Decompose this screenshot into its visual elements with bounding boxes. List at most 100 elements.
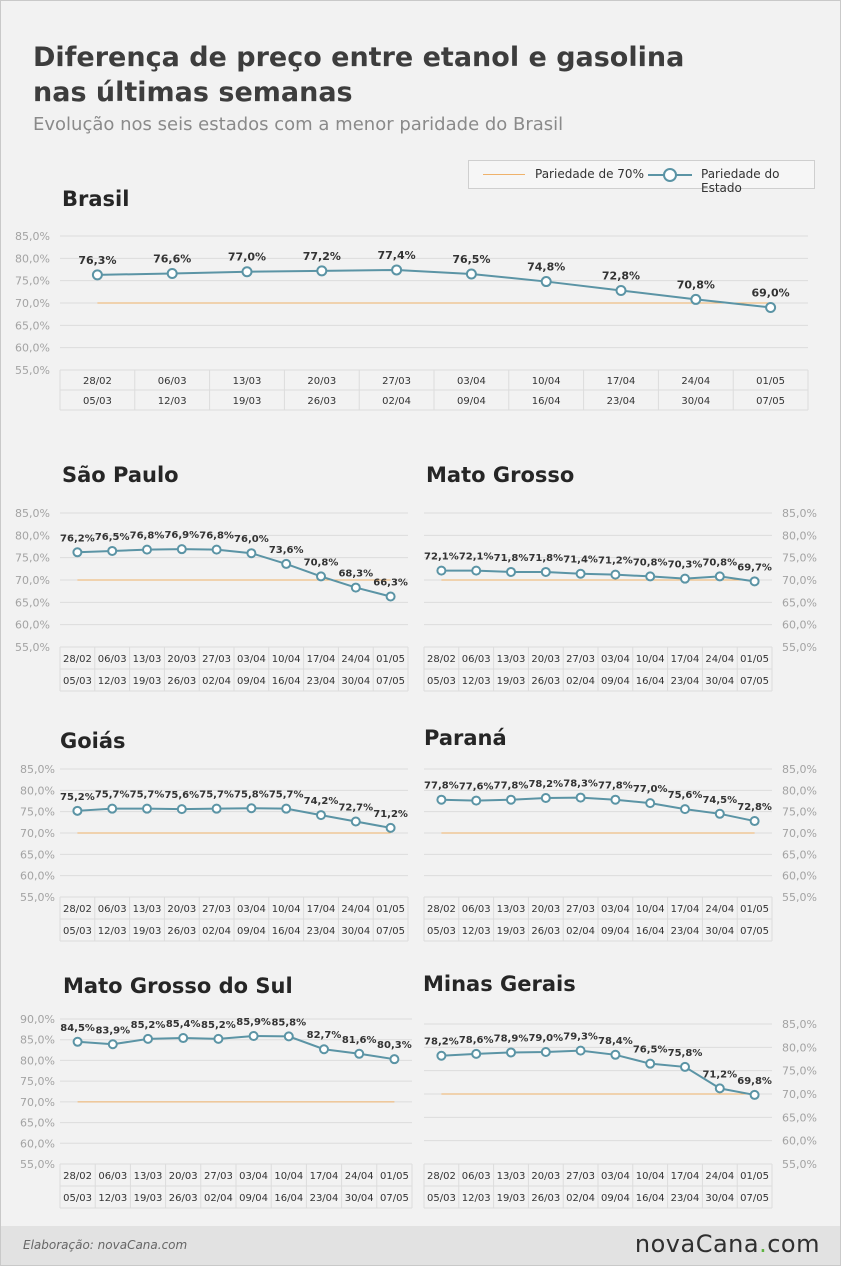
sao-paulo-xtick-start: 17/04 (307, 654, 336, 665)
parana-xtick-end: 05/03 (427, 926, 456, 937)
brasil-xtick-start: 06/03 (158, 376, 187, 387)
goias-xtick-end: 12/03 (98, 926, 127, 937)
sao-paulo-xtick-start: 27/03 (202, 654, 231, 665)
goias-xtick-end: 05/03 (63, 926, 92, 937)
sao-paulo-xtick-end: 26/03 (167, 676, 196, 687)
brasil-data-point (690, 293, 702, 305)
legend: Pariedade de 70% Pariedade do Estado (468, 160, 815, 195)
goias-data-point (281, 803, 292, 814)
parana-ytick-label: 55,0% (782, 891, 817, 904)
parana-data-point (645, 798, 656, 809)
mato-grosso-do-sul-data-point (213, 1033, 224, 1044)
mato-grosso-data-label: 72,1% (424, 552, 459, 563)
minas-gerais-ytick-label: 75,0% (782, 1065, 817, 1078)
parana-xtick-end: 16/04 (636, 926, 665, 937)
goias-ytick-label: 85,0% (20, 763, 55, 776)
sao-paulo-data-label: 73,6% (269, 545, 304, 556)
mato-grosso-do-sul-data-point (178, 1033, 189, 1044)
parana-xtick-end: 12/03 (462, 926, 491, 937)
minas-gerais-xtick-end: 23/04 (671, 1193, 700, 1204)
minas-gerais-data-point (749, 1089, 760, 1100)
sao-paulo-data-point (246, 548, 257, 559)
mato-grosso-data-point (436, 565, 447, 576)
state-marker-swatch (663, 168, 677, 182)
logo-main: novaCana (634, 1230, 760, 1258)
parana-xtick-end: 19/03 (497, 926, 526, 937)
minas-gerais-xtick-start: 24/04 (705, 1171, 734, 1182)
brasil-ytick-label: 60,0% (15, 342, 50, 355)
mato-grosso-do-sul-xtick-start: 17/04 (310, 1171, 339, 1182)
mato-grosso-xtick-end: 02/04 (566, 676, 595, 687)
minas-gerais-data-point (471, 1048, 482, 1059)
brasil-xtick-start: 20/03 (307, 376, 336, 387)
sao-paulo-data-label: 76,8% (199, 531, 234, 542)
minas-gerais-xtick-end: 02/04 (566, 1193, 595, 1204)
minas-gerais-xtick-start: 20/03 (531, 1171, 560, 1182)
mato-grosso-do-sul-ytick-label: 80,0% (20, 1054, 55, 1067)
parana-data-label: 77,6% (459, 782, 494, 793)
goias-ytick-label: 80,0% (20, 784, 55, 797)
minas-gerais-ytick-label: 80,0% (782, 1041, 817, 1054)
minas-gerais-xtick-end: 16/04 (636, 1193, 665, 1204)
brasil-ytick-label: 75,0% (15, 275, 50, 288)
mato-grosso-do-sul-xtick-end: 23/04 (310, 1193, 339, 1204)
mato-grosso-do-sul-ytick-label: 55,0% (20, 1158, 55, 1171)
minas-gerais-data-label: 79,3% (563, 1032, 598, 1043)
goias-xtick-start: 03/04 (237, 904, 266, 915)
brasil-xtick-end: 07/05 (756, 396, 785, 407)
chart-title-sao-paulo: São Paulo (62, 463, 179, 487)
sao-paulo-ytick-label: 85,0% (15, 507, 50, 520)
brasil-xtick-start: 13/03 (233, 376, 262, 387)
brasil-data-point (391, 264, 403, 276)
mato-grosso-data-label: 71,8% (528, 553, 563, 564)
mato-grosso-xtick-start: 10/04 (636, 654, 665, 665)
mato-grosso-xtick-end: 30/04 (705, 676, 734, 687)
minas-gerais-xtick-start: 27/03 (566, 1171, 595, 1182)
minas-gerais-xtick-start: 10/04 (636, 1171, 665, 1182)
minas-gerais-ytick-label: 60,0% (782, 1135, 817, 1148)
parana-xtick-start: 27/03 (566, 904, 595, 915)
minas-gerais-xtick-start: 03/04 (601, 1171, 630, 1182)
brasil-xtick-end: 12/03 (158, 396, 187, 407)
mato-grosso-ytick-label: 60,0% (782, 619, 817, 632)
mato-grosso-do-sul-xtick-end: 09/04 (239, 1193, 268, 1204)
sao-paulo-data-point (385, 591, 396, 602)
goias-data-label: 75,8% (234, 789, 269, 800)
goias-ytick-label: 75,0% (20, 806, 55, 819)
parana-ytick-label: 85,0% (782, 763, 817, 776)
mato-grosso-data-label: 71,8% (494, 553, 529, 564)
sao-paulo-xtick-start: 20/03 (167, 654, 196, 665)
brasil-ytick-label: 70,0% (15, 297, 50, 310)
minas-gerais-data-label: 78,2% (424, 1037, 459, 1048)
parana-xtick-start: 24/04 (705, 904, 734, 915)
brasil-data-point (765, 301, 777, 313)
goias-data-label: 75,6% (164, 790, 199, 801)
mato-grosso-do-sul-xtick-end: 07/05 (380, 1193, 409, 1204)
sao-paulo-data-label: 70,8% (304, 557, 339, 568)
goias-data-label: 75,7% (199, 790, 234, 801)
sao-paulo-xtick-start: 28/02 (63, 654, 92, 665)
sao-paulo-xtick-start: 24/04 (341, 654, 370, 665)
brasil-xtick-start: 24/04 (681, 376, 710, 387)
mato-grosso-do-sul-data-label: 81,6% (342, 1035, 377, 1046)
mato-grosso-do-sul-xtick-start: 24/04 (345, 1171, 374, 1182)
brasil-xtick-start: 01/05 (756, 376, 785, 387)
brasil-data-label: 77,0% (228, 251, 266, 264)
parana-xtick-start: 20/03 (531, 904, 560, 915)
goias-xtick-end: 26/03 (167, 926, 196, 937)
sao-paulo-data-label: 68,3% (338, 569, 373, 580)
goias-ytick-label: 60,0% (20, 870, 55, 883)
mato-grosso-data-label: 69,7% (737, 562, 772, 573)
parana-data-point (610, 794, 621, 805)
parana-data-point (575, 792, 586, 803)
minas-gerais-ytick-label: 70,0% (782, 1088, 817, 1101)
goias-data-label: 71,2% (373, 809, 408, 820)
mato-grosso-do-sul-data-label: 85,9% (236, 1017, 271, 1028)
mato-grosso-ytick-label: 85,0% (782, 507, 817, 520)
parana-ytick-label: 75,0% (782, 806, 817, 819)
mato-grosso-ytick-label: 70,0% (782, 574, 817, 587)
mato-grosso-ytick-label: 75,0% (782, 552, 817, 565)
parana-xtick-end: 26/03 (531, 926, 560, 937)
goias-data-point (142, 803, 152, 814)
